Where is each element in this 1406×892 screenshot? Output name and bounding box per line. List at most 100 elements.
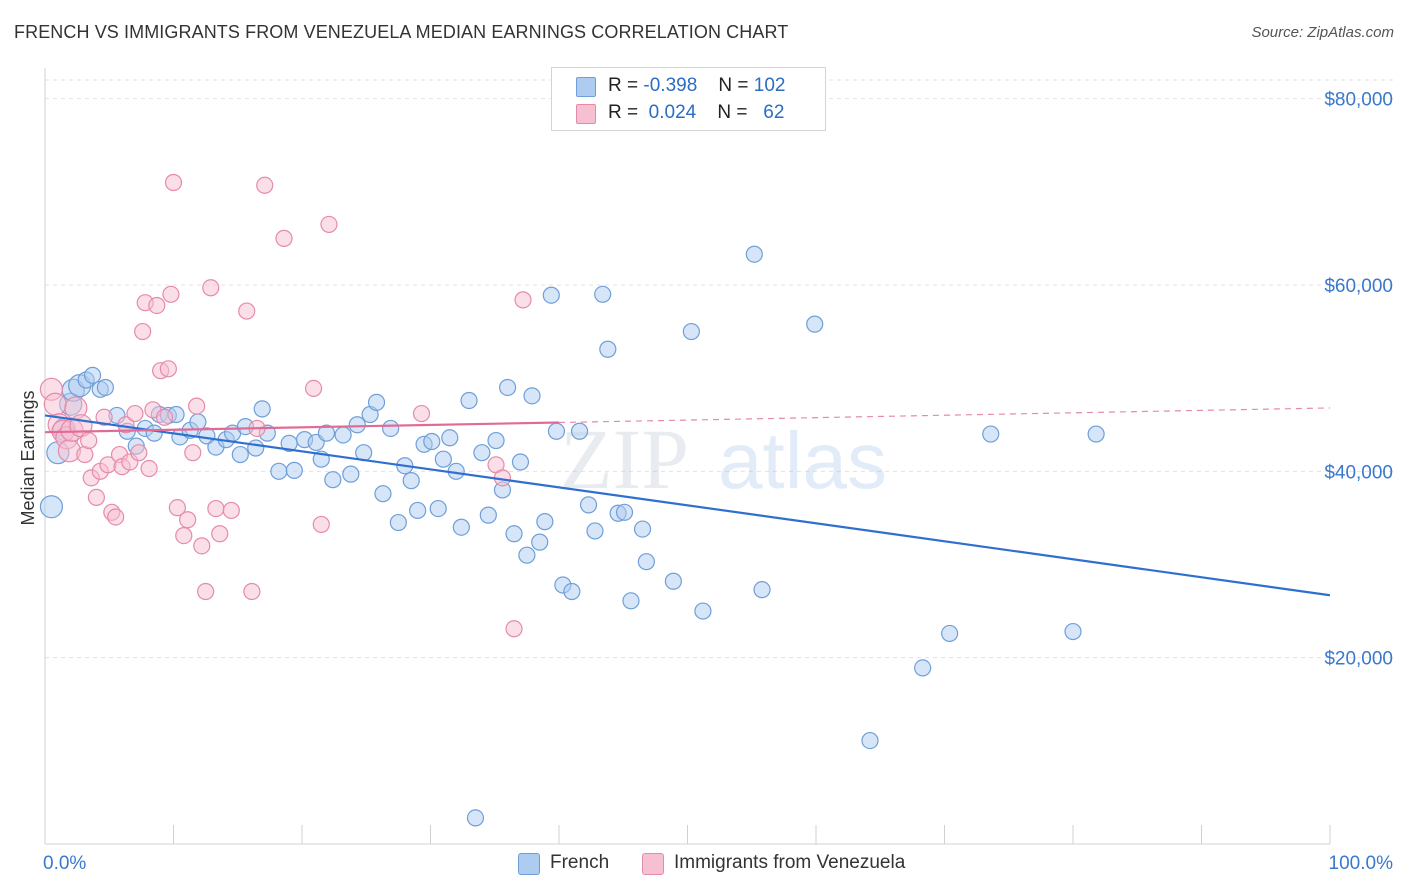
venezuela-trend-line bbox=[44, 421, 560, 434]
french-point bbox=[914, 659, 932, 677]
french-trend-line bbox=[44, 414, 1331, 597]
french-point bbox=[367, 393, 386, 411]
french-point bbox=[342, 465, 360, 483]
venezuela-trend-line-extension bbox=[558, 407, 1331, 424]
n-label: N = bbox=[718, 75, 749, 96]
venezuela-point bbox=[164, 173, 183, 192]
chart-title: FRENCH VS IMMIGRANTS FROM VENEZUELA MEDI… bbox=[14, 22, 789, 42]
french-point bbox=[270, 462, 288, 480]
french-point bbox=[637, 553, 655, 571]
axes bbox=[44, 68, 1331, 845]
french-point bbox=[753, 581, 771, 599]
french-point bbox=[473, 444, 491, 462]
french-point bbox=[487, 431, 505, 450]
french-point bbox=[253, 400, 271, 418]
venezuela-point bbox=[107, 508, 125, 526]
bottom-legend-french: French bbox=[518, 852, 628, 876]
legend-swatch-venezuela bbox=[576, 104, 596, 124]
french-point bbox=[423, 432, 441, 451]
french-point bbox=[594, 285, 612, 303]
source-label: Source: ZipAtlas.com bbox=[1251, 24, 1394, 41]
watermark-atlas: atlas bbox=[718, 416, 887, 505]
venezuela-point bbox=[243, 582, 261, 601]
bottom-legend-swatch-venezuela bbox=[642, 853, 664, 875]
french-point bbox=[348, 416, 366, 434]
venezuela-point bbox=[184, 444, 202, 462]
french-point bbox=[247, 439, 265, 457]
stats-legend: R = -0.398 N = 102 R = 0.024 N = 62 bbox=[551, 67, 826, 131]
venezuela-point bbox=[140, 459, 158, 478]
data-points bbox=[39, 173, 1105, 827]
french-point bbox=[466, 809, 485, 827]
venezuela-point bbox=[162, 285, 180, 303]
french-point bbox=[317, 424, 336, 442]
french-point bbox=[536, 513, 554, 531]
french-point bbox=[682, 322, 700, 341]
trend-lines bbox=[44, 407, 1331, 597]
y-tick-label: $80,000 bbox=[1324, 90, 1393, 111]
legend-swatch-french bbox=[576, 77, 596, 97]
venezuela-point bbox=[126, 404, 144, 423]
venezuela-point bbox=[43, 392, 67, 416]
french-point bbox=[1064, 622, 1082, 641]
french-point bbox=[579, 496, 598, 514]
french-point bbox=[429, 499, 447, 518]
x-tick-label-left: 0.0% bbox=[43, 853, 86, 874]
french-point bbox=[615, 503, 634, 521]
french-point bbox=[547, 422, 566, 440]
r-label: R = bbox=[608, 75, 639, 96]
french-point bbox=[599, 340, 617, 358]
venezuela-point bbox=[211, 525, 229, 543]
venezuela-point bbox=[304, 379, 323, 397]
venezuela-point bbox=[155, 408, 174, 426]
legend-text-venezuela: R = 0.024 N = 62 bbox=[608, 102, 784, 124]
french-point bbox=[334, 426, 352, 444]
venezuela-point bbox=[134, 322, 152, 341]
french-point bbox=[479, 506, 497, 524]
french-point bbox=[374, 485, 392, 503]
n-value-venezuela: 62 bbox=[763, 102, 785, 123]
venezuela-point bbox=[159, 360, 177, 378]
french-point bbox=[861, 731, 879, 750]
venezuela-point bbox=[412, 404, 431, 423]
french-point bbox=[39, 495, 64, 519]
venezuela-point bbox=[80, 431, 98, 450]
venezuela-point bbox=[312, 515, 330, 534]
venezuela-point bbox=[188, 397, 206, 415]
venezuela-point bbox=[168, 499, 186, 517]
venezuela-point bbox=[275, 229, 293, 247]
venezuela-point bbox=[320, 215, 338, 234]
french-point bbox=[586, 522, 604, 540]
french-point bbox=[145, 424, 163, 442]
french-point bbox=[745, 245, 763, 263]
bottom-legend-venezuela: Immigrants from Venezuela bbox=[642, 852, 942, 876]
french-point bbox=[324, 471, 342, 489]
french-point bbox=[409, 501, 427, 520]
venezuela-point bbox=[130, 444, 148, 462]
french-point bbox=[96, 378, 114, 397]
french-point bbox=[664, 572, 682, 590]
french-point bbox=[941, 624, 959, 643]
n-label: N = bbox=[717, 102, 748, 123]
venezuela-point bbox=[202, 279, 220, 297]
french-point bbox=[806, 315, 824, 333]
french-point bbox=[570, 422, 589, 440]
french-point bbox=[982, 425, 1000, 443]
french-point bbox=[382, 419, 400, 438]
venezuela-point bbox=[193, 537, 211, 555]
x-tick-label-right: 100.0% bbox=[1329, 853, 1394, 874]
french-point bbox=[452, 518, 470, 536]
bottom-legend-label-venezuela: Immigrants from Venezuela bbox=[674, 852, 906, 873]
grid-lines bbox=[45, 79, 1393, 659]
n-value-french: 102 bbox=[753, 75, 786, 96]
legend-text-french: R = -0.398 N = 102 bbox=[608, 75, 785, 97]
french-point bbox=[633, 520, 652, 538]
french-point bbox=[511, 453, 530, 471]
french-point bbox=[694, 602, 712, 620]
y-tick-label: $60,000 bbox=[1324, 276, 1393, 297]
venezuela-point bbox=[256, 176, 274, 194]
r-value-french: -0.398 bbox=[643, 75, 698, 96]
y-tick-label: $20,000 bbox=[1324, 649, 1393, 670]
french-point bbox=[499, 378, 517, 397]
